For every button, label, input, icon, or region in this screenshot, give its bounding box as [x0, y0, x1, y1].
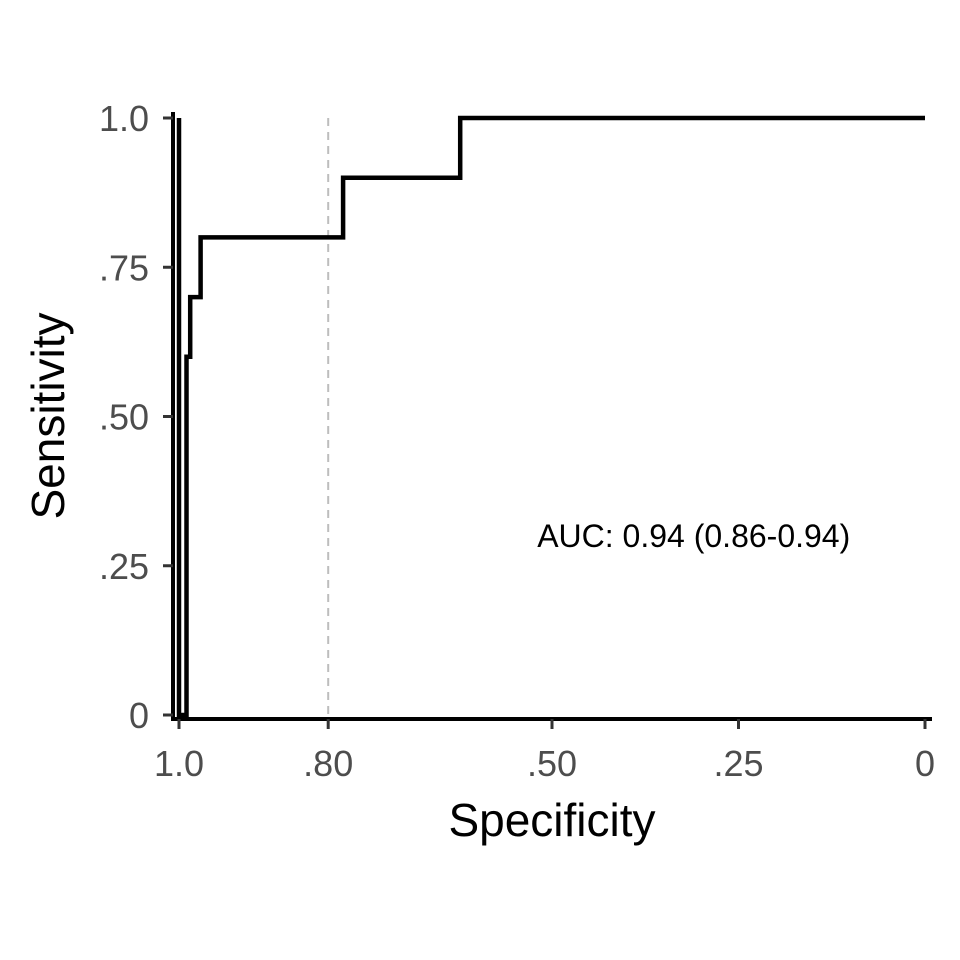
y-axis-title: Sensitivity	[22, 312, 74, 519]
ticks-layer: 1.0 .80 .50 .25 0 0 .25 .50 .75 1.0	[99, 98, 935, 784]
x-tick-label: 1.0	[154, 743, 204, 784]
auc-annotation: AUC: 0.94 (0.86-0.94)	[537, 518, 850, 554]
y-tick-label: 1.0	[99, 98, 149, 139]
x-axis-title: Specificity	[448, 794, 655, 846]
x-tick-label: 0	[915, 743, 935, 784]
y-tick-label: .75	[99, 247, 149, 288]
series-layer	[176, 115, 925, 718]
roc-curve-line	[176, 115, 925, 718]
y-tick-label: .50	[99, 397, 149, 438]
axes-layer	[171, 112, 932, 721]
x-tick-label: .80	[303, 743, 353, 784]
y-tick-label: .25	[99, 546, 149, 587]
x-tick-label: .50	[527, 743, 577, 784]
x-tick-label: .25	[713, 743, 763, 784]
y-tick-label: 0	[129, 695, 149, 736]
